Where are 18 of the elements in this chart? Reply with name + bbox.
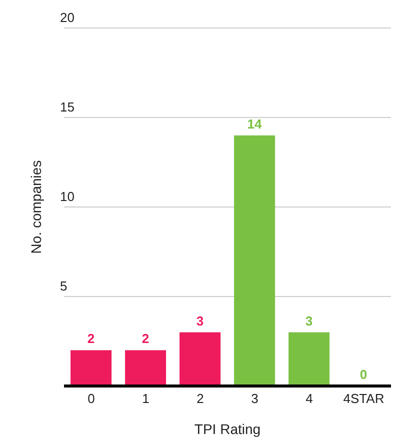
data-label: 0 bbox=[360, 367, 368, 382]
x-tick-label: 4STAR bbox=[343, 391, 384, 406]
x-tick-label: 3 bbox=[251, 391, 258, 406]
y-tick-label: 15 bbox=[60, 100, 74, 114]
y-tick-label: 10 bbox=[60, 189, 74, 204]
x-axis-title: TPI Rating bbox=[194, 421, 261, 437]
x-tick-label: 4 bbox=[306, 391, 313, 406]
y-tick-label: 5 bbox=[60, 278, 68, 294]
data-label: 14 bbox=[247, 116, 263, 132]
data-label: 3 bbox=[196, 313, 204, 328]
data-label: 2 bbox=[142, 331, 150, 346]
data-label: 3 bbox=[305, 313, 313, 328]
x-tick-label: 2 bbox=[196, 391, 204, 406]
y-axis-title: No. companies bbox=[28, 160, 44, 254]
x-tick-label: 0 bbox=[88, 391, 95, 406]
data-label: 2 bbox=[87, 331, 95, 346]
x-tick-label: 1 bbox=[142, 391, 150, 406]
y-tick-label: 20 bbox=[60, 10, 74, 25]
